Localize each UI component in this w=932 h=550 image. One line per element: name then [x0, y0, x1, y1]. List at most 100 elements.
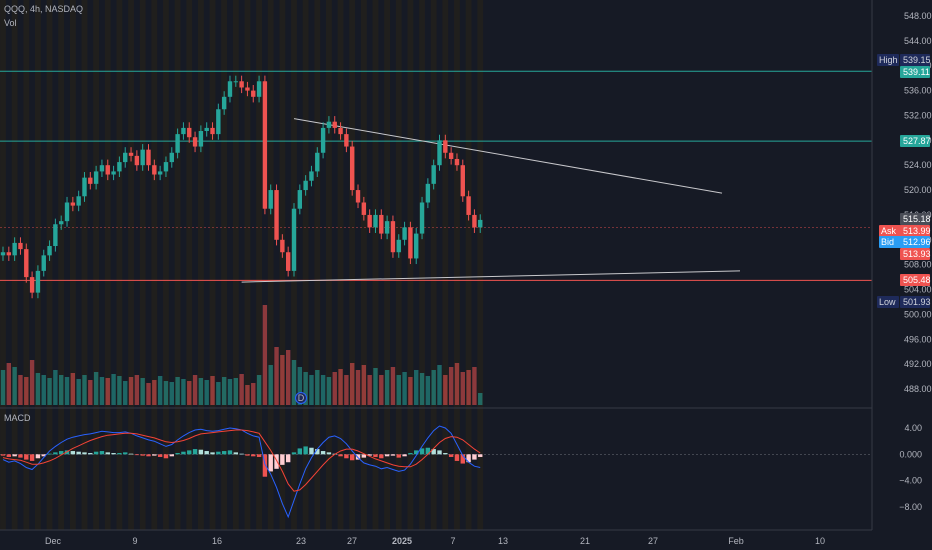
candle-body [251, 90, 256, 97]
candle-body [24, 249, 29, 278]
volume-bar [163, 381, 169, 405]
candle-body [460, 165, 465, 197]
macd-histogram-bar [466, 454, 471, 463]
macd-histogram-bar [256, 454, 262, 457]
volume-bar [59, 375, 64, 405]
candle-body [320, 127, 326, 153]
candle-body [344, 134, 349, 147]
volume-bar [53, 370, 58, 405]
session-band [430, 0, 437, 530]
candle-body [419, 202, 425, 234]
last-price-bg [900, 213, 930, 225]
session-band [279, 0, 286, 530]
session-band [232, 0, 239, 530]
price-tick-label: 536.00 [904, 86, 932, 96]
candle-body [18, 242, 23, 250]
macd-histogram-bar [274, 454, 279, 469]
volume-bar [123, 381, 128, 405]
volume-bar [419, 373, 425, 405]
high-label-bg [877, 54, 899, 66]
time-tick-label: Dec [45, 536, 62, 546]
ask-value: 513.99 [903, 226, 931, 236]
candle-body [140, 149, 145, 166]
macd-histogram-bar [303, 446, 308, 455]
price-tick-label: 488.00 [904, 384, 932, 394]
candle-body [425, 183, 431, 203]
candle-body [35, 270, 41, 293]
volume-bar [117, 376, 122, 405]
high-value: 539.15 [903, 55, 931, 65]
volume-bar [466, 370, 471, 405]
price-tick-label: 532.00 [904, 110, 932, 120]
volume-bar [268, 365, 273, 405]
macd-histogram-bar [82, 452, 87, 455]
macd-histogram-bar [12, 454, 17, 457]
macd-histogram-bar [128, 453, 134, 455]
volume-bar [448, 367, 454, 405]
price-tick-label: 548.00 [904, 11, 932, 21]
macd-histogram-bar [414, 450, 419, 455]
session-band [384, 0, 391, 530]
time-tick-label: 2025 [392, 536, 412, 546]
time-tick-label: 16 [212, 536, 222, 546]
session-band [35, 0, 41, 530]
candle-body [454, 158, 460, 166]
macd-histogram-bar [390, 454, 396, 456]
volume-bar [12, 367, 17, 405]
macd-label[interactable]: MACD [4, 413, 31, 423]
candle-body [443, 140, 448, 153]
bid-label-bg [879, 236, 901, 248]
macd-histogram-bar [210, 452, 215, 455]
candle-body [157, 171, 163, 175]
macd-histogram-bar [239, 453, 244, 455]
candle-body [187, 127, 192, 138]
candle-body [466, 196, 471, 215]
macd-histogram-bar [53, 452, 58, 455]
candle-body [379, 214, 384, 234]
high-label: High [879, 55, 898, 65]
candle-body [117, 162, 122, 172]
macd-histogram-bar [245, 454, 250, 456]
level3-value-bg [900, 274, 930, 286]
session-band [360, 0, 367, 530]
volume-bar [262, 305, 268, 405]
macd-pane [0, 425, 872, 519]
candle-body [0, 252, 6, 256]
macd-histogram-bar [233, 452, 238, 455]
macd-tick-label: −4.00 [899, 476, 922, 486]
price-tick-label: 508.00 [904, 260, 932, 270]
macd-histogram-bar [396, 454, 401, 458]
volume-bar [221, 377, 227, 405]
candle-body [233, 81, 238, 83]
candle-body [478, 219, 483, 228]
macd-histogram-bar [338, 454, 343, 457]
volume-bar [396, 375, 401, 405]
volume-bar [431, 370, 436, 405]
session-band [349, 0, 356, 530]
candles [0, 75, 483, 299]
candle-body [152, 165, 157, 175]
candle-body [326, 121, 332, 128]
symbol-title[interactable]: QQQ, 4h, NASDAQ [4, 4, 84, 14]
candle-body [332, 121, 337, 128]
macd-histogram-bar [181, 451, 186, 455]
time-tick-label: 23 [296, 536, 306, 546]
candle-body [309, 171, 314, 181]
trendline [241, 270, 741, 283]
volume-bar [99, 377, 105, 405]
candle-body [437, 140, 442, 166]
session-band [209, 0, 216, 530]
candle-body [128, 152, 134, 156]
macd-histogram-bar [35, 454, 41, 459]
candle-body [355, 190, 361, 203]
volume-bar [76, 379, 81, 405]
candle-body [414, 233, 419, 259]
candle-body [146, 149, 151, 166]
session-band [163, 0, 169, 530]
volume-bar [454, 363, 460, 405]
volume-bar [390, 367, 396, 405]
bid-value-bg [900, 236, 930, 248]
ask-label-bg [879, 225, 901, 237]
volume-bar [460, 372, 465, 405]
